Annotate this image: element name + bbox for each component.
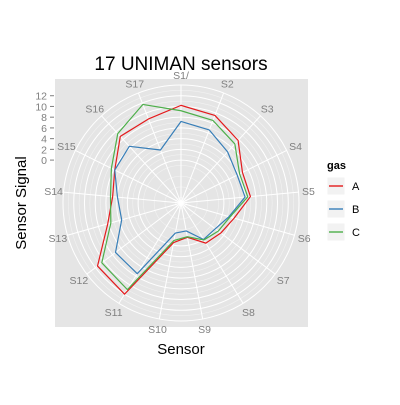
x-tick-label: S6: [298, 233, 311, 245]
grid-spoke: [180, 92, 225, 204]
grid-spoke: [180, 202, 276, 275]
x-tick-label: S8: [242, 307, 255, 319]
grid-layer: [62, 84, 300, 322]
x-tick-label: S10: [148, 324, 167, 336]
grid-spoke: [180, 202, 244, 304]
legend-title: gas: [327, 160, 346, 172]
grid-spoke: [180, 191, 299, 204]
y-tick-label: 10: [35, 101, 47, 113]
x-tick-label: S13: [49, 233, 68, 245]
series-line-C: [101, 103, 249, 291]
grid-spoke: [158, 202, 182, 320]
x-tick-label: S1/: [173, 70, 189, 82]
series-line-A: [96, 104, 252, 295]
legend-label-C: C: [352, 227, 360, 239]
grid-spoke: [180, 202, 204, 320]
x-tick-label: S4: [289, 141, 302, 153]
y-tick-label: 0: [41, 155, 47, 167]
legend-label-A: A: [352, 181, 360, 193]
grid-spoke: [180, 115, 261, 204]
legend-items: ABC: [326, 176, 360, 242]
x-tick-label: S9: [198, 324, 211, 336]
x-tick-label: S2: [221, 79, 234, 91]
grid-spoke: [180, 149, 287, 204]
grid-spoke: [75, 149, 182, 204]
series-layer: [96, 103, 252, 295]
y-tick-label: 2: [41, 144, 47, 156]
y-tick-label: 4: [41, 134, 47, 146]
x-tick-label: S16: [85, 103, 104, 115]
y-axis-label: Sensor Signal: [13, 156, 30, 249]
x-ticks: S1/S2 S3 S4 S5 S6 S7 S8 S9 S10 S11 S12 S13 S14 S15 S16…: [44, 70, 315, 336]
legend-label-B: B: [352, 204, 359, 216]
x-tick-label: S12: [70, 275, 89, 287]
grid-spoke: [67, 202, 182, 236]
y-tick-label: 6: [41, 123, 47, 135]
x-tick-label: S11: [105, 307, 123, 319]
series-line-B: [114, 120, 246, 275]
x-axis-label: Sensor: [157, 341, 205, 358]
chart-title: 17 UNIMAN sensors: [94, 54, 267, 75]
x-tick-label: S17: [125, 79, 144, 91]
legend: gas ABC: [326, 160, 360, 242]
x-tick-label: S3: [261, 103, 274, 115]
x-tick-label: S15: [57, 141, 76, 153]
y-tick-label: 8: [41, 112, 47, 124]
grid-spoke: [63, 191, 182, 204]
grid-spoke: [101, 115, 182, 204]
grid-spoke: [118, 202, 182, 304]
x-tick-label: S7: [277, 275, 290, 287]
x-tick-label: S14: [44, 186, 63, 198]
grid-spoke: [180, 202, 295, 236]
grid-spoke: [137, 92, 182, 204]
y-tick-label: 12: [35, 91, 47, 103]
x-tick-label: S5: [302, 186, 315, 198]
